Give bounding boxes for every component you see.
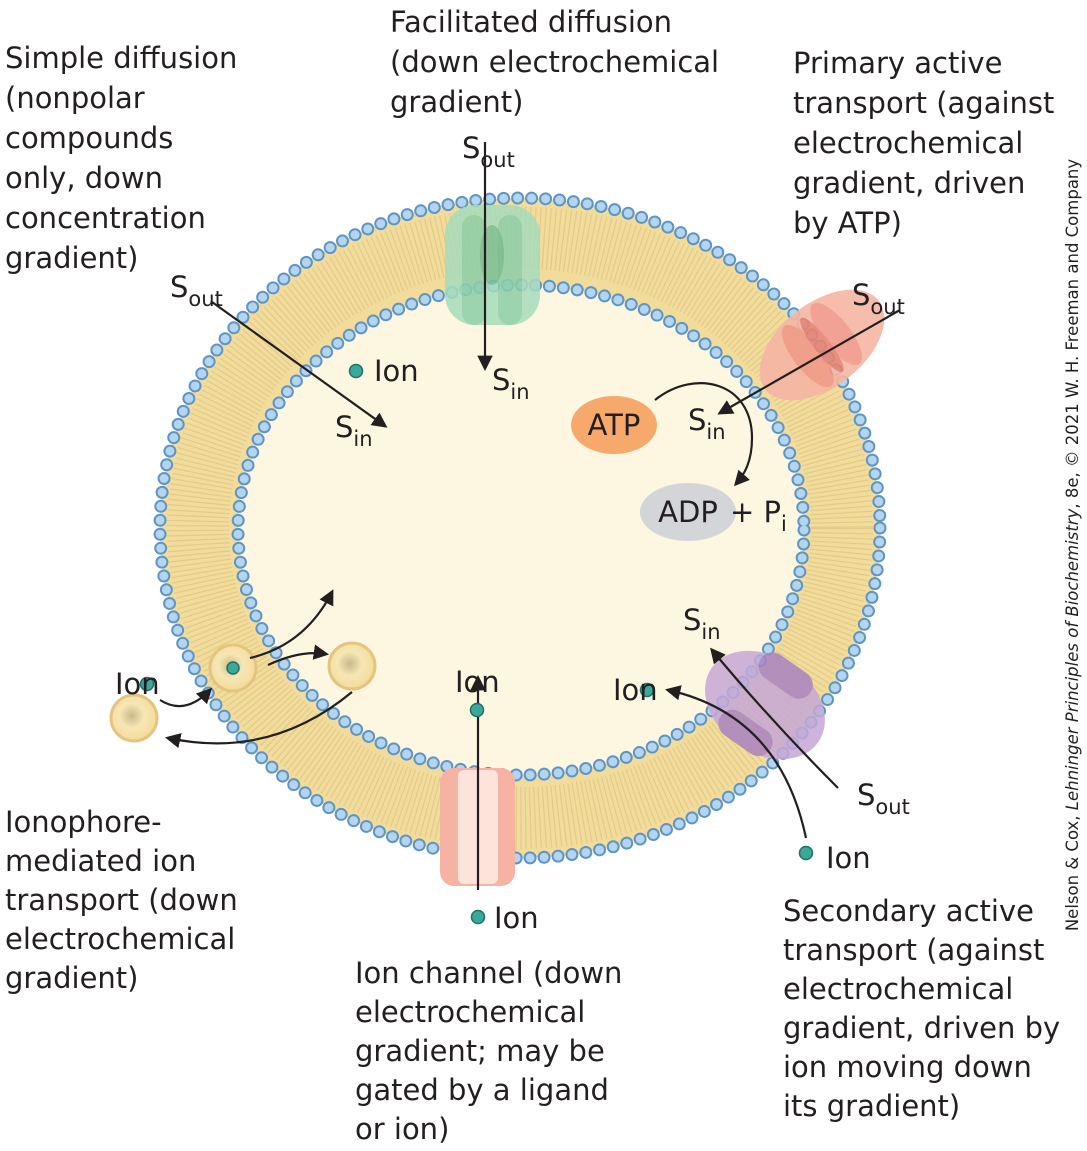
caption-line: (nonpolar — [5, 81, 145, 115]
caption-line: only, down — [5, 161, 163, 195]
label: Ion — [826, 841, 871, 875]
arrows — [159, 142, 901, 890]
credit-part: Nelson & Cox, — [1063, 810, 1082, 931]
label: Ion — [494, 901, 539, 935]
caption: Ionophore-mediated ion transport (down ele… — [5, 805, 238, 995]
label-main: S — [462, 131, 480, 165]
label: Sin — [335, 410, 373, 451]
caption-line: electrochemical — [355, 995, 585, 1029]
caption-line: Simple diffusion — [5, 41, 237, 75]
caption-line: transport (against — [793, 86, 1054, 120]
caption-line: (down electrochemical — [390, 45, 719, 79]
label-main: S — [683, 603, 701, 637]
caption-line: by ATP) — [793, 206, 902, 240]
label: ATP — [588, 408, 641, 442]
label-subscript: in — [353, 427, 372, 451]
caption-line: gradient) — [390, 85, 523, 119]
caption: Primary active transport (against electroc… — [793, 46, 1054, 240]
caption-line: Secondary active — [783, 894, 1034, 928]
caption-line: electrochemical — [5, 922, 235, 956]
label-main: S — [688, 403, 706, 437]
ionophores — [109, 641, 377, 743]
caption: Simple diffusion (nonpolar compounds only, … — [5, 41, 237, 275]
caption-line: or ion) — [355, 1112, 449, 1146]
caption-line: compounds — [5, 121, 173, 155]
label: Sin — [683, 603, 721, 644]
ions — [139, 363, 814, 925]
label: Ion — [613, 673, 658, 707]
label: Sout — [462, 131, 515, 172]
label-main: S — [852, 278, 870, 312]
label: Ion — [374, 354, 419, 388]
label-subscript: in — [510, 380, 529, 404]
credit: Nelson & Cox, Lehninger Principles of Bi… — [1063, 159, 1082, 932]
label: ADP — [658, 495, 718, 529]
caption-line: gradient; may be — [355, 1034, 605, 1068]
caption-line: gradient, driven by — [783, 1011, 1060, 1045]
caption-line: Primary active — [793, 46, 1002, 80]
caption-line: gradient, driven — [793, 166, 1025, 200]
caption-line: ion moving down — [783, 1050, 1032, 1084]
caption-line: Ion channel (down — [355, 956, 622, 990]
label-subscript: in — [706, 420, 725, 444]
caption-line: its gradient) — [783, 1089, 960, 1123]
label: Ion — [455, 665, 500, 699]
caption: Facilitated diffusion (down electrochemic… — [390, 5, 719, 119]
label-main: + P — [730, 495, 781, 529]
caption-line: electrochemical — [793, 126, 1023, 160]
caption-line: mediated ion — [5, 844, 196, 878]
caption-line: transport (against — [783, 933, 1044, 967]
label-main: S — [335, 410, 353, 444]
caption: Secondary active transport (against electr… — [783, 894, 1060, 1123]
caption-line: Facilitated diffusion — [390, 5, 672, 39]
label-subscript: out — [875, 795, 909, 819]
caption: Ion channel (down electrochemical gradient… — [355, 956, 622, 1146]
caption-line: Ionophore- — [5, 805, 162, 839]
label-subscript: i — [781, 512, 787, 536]
label: Sin — [688, 403, 726, 444]
credit-part: , 8e, © 2021 W. H. Freeman and Company — [1063, 159, 1082, 509]
caption-line: gradient) — [5, 241, 138, 275]
label-subscript: out — [870, 295, 904, 319]
label: Sout — [852, 278, 905, 319]
membrane — [153, 191, 887, 865]
atp-oval — [571, 396, 657, 454]
label-main: S — [170, 270, 188, 304]
label: + Pi — [730, 495, 787, 536]
caption-line: gradient) — [5, 961, 138, 995]
label: Sout — [857, 778, 910, 819]
label: Sin — [492, 363, 530, 404]
label-main: S — [492, 363, 510, 397]
label-subscript: out — [188, 287, 222, 311]
label-subscript: out — [480, 148, 514, 172]
caption-line: transport (down — [5, 883, 238, 917]
caption-line: electrochemical — [783, 972, 1013, 1006]
label: Ion — [115, 667, 160, 701]
label-subscript: in — [701, 620, 720, 644]
adp-oval — [640, 483, 736, 541]
caption-line: concentration — [5, 201, 206, 235]
label: Sout — [170, 270, 223, 311]
facilitated-transporter — [445, 205, 540, 325]
credit-part: Lehninger Principles of Biochemistry — [1063, 508, 1082, 810]
label-main: S — [857, 778, 875, 812]
caption-line: gated by a ligand — [355, 1073, 609, 1107]
